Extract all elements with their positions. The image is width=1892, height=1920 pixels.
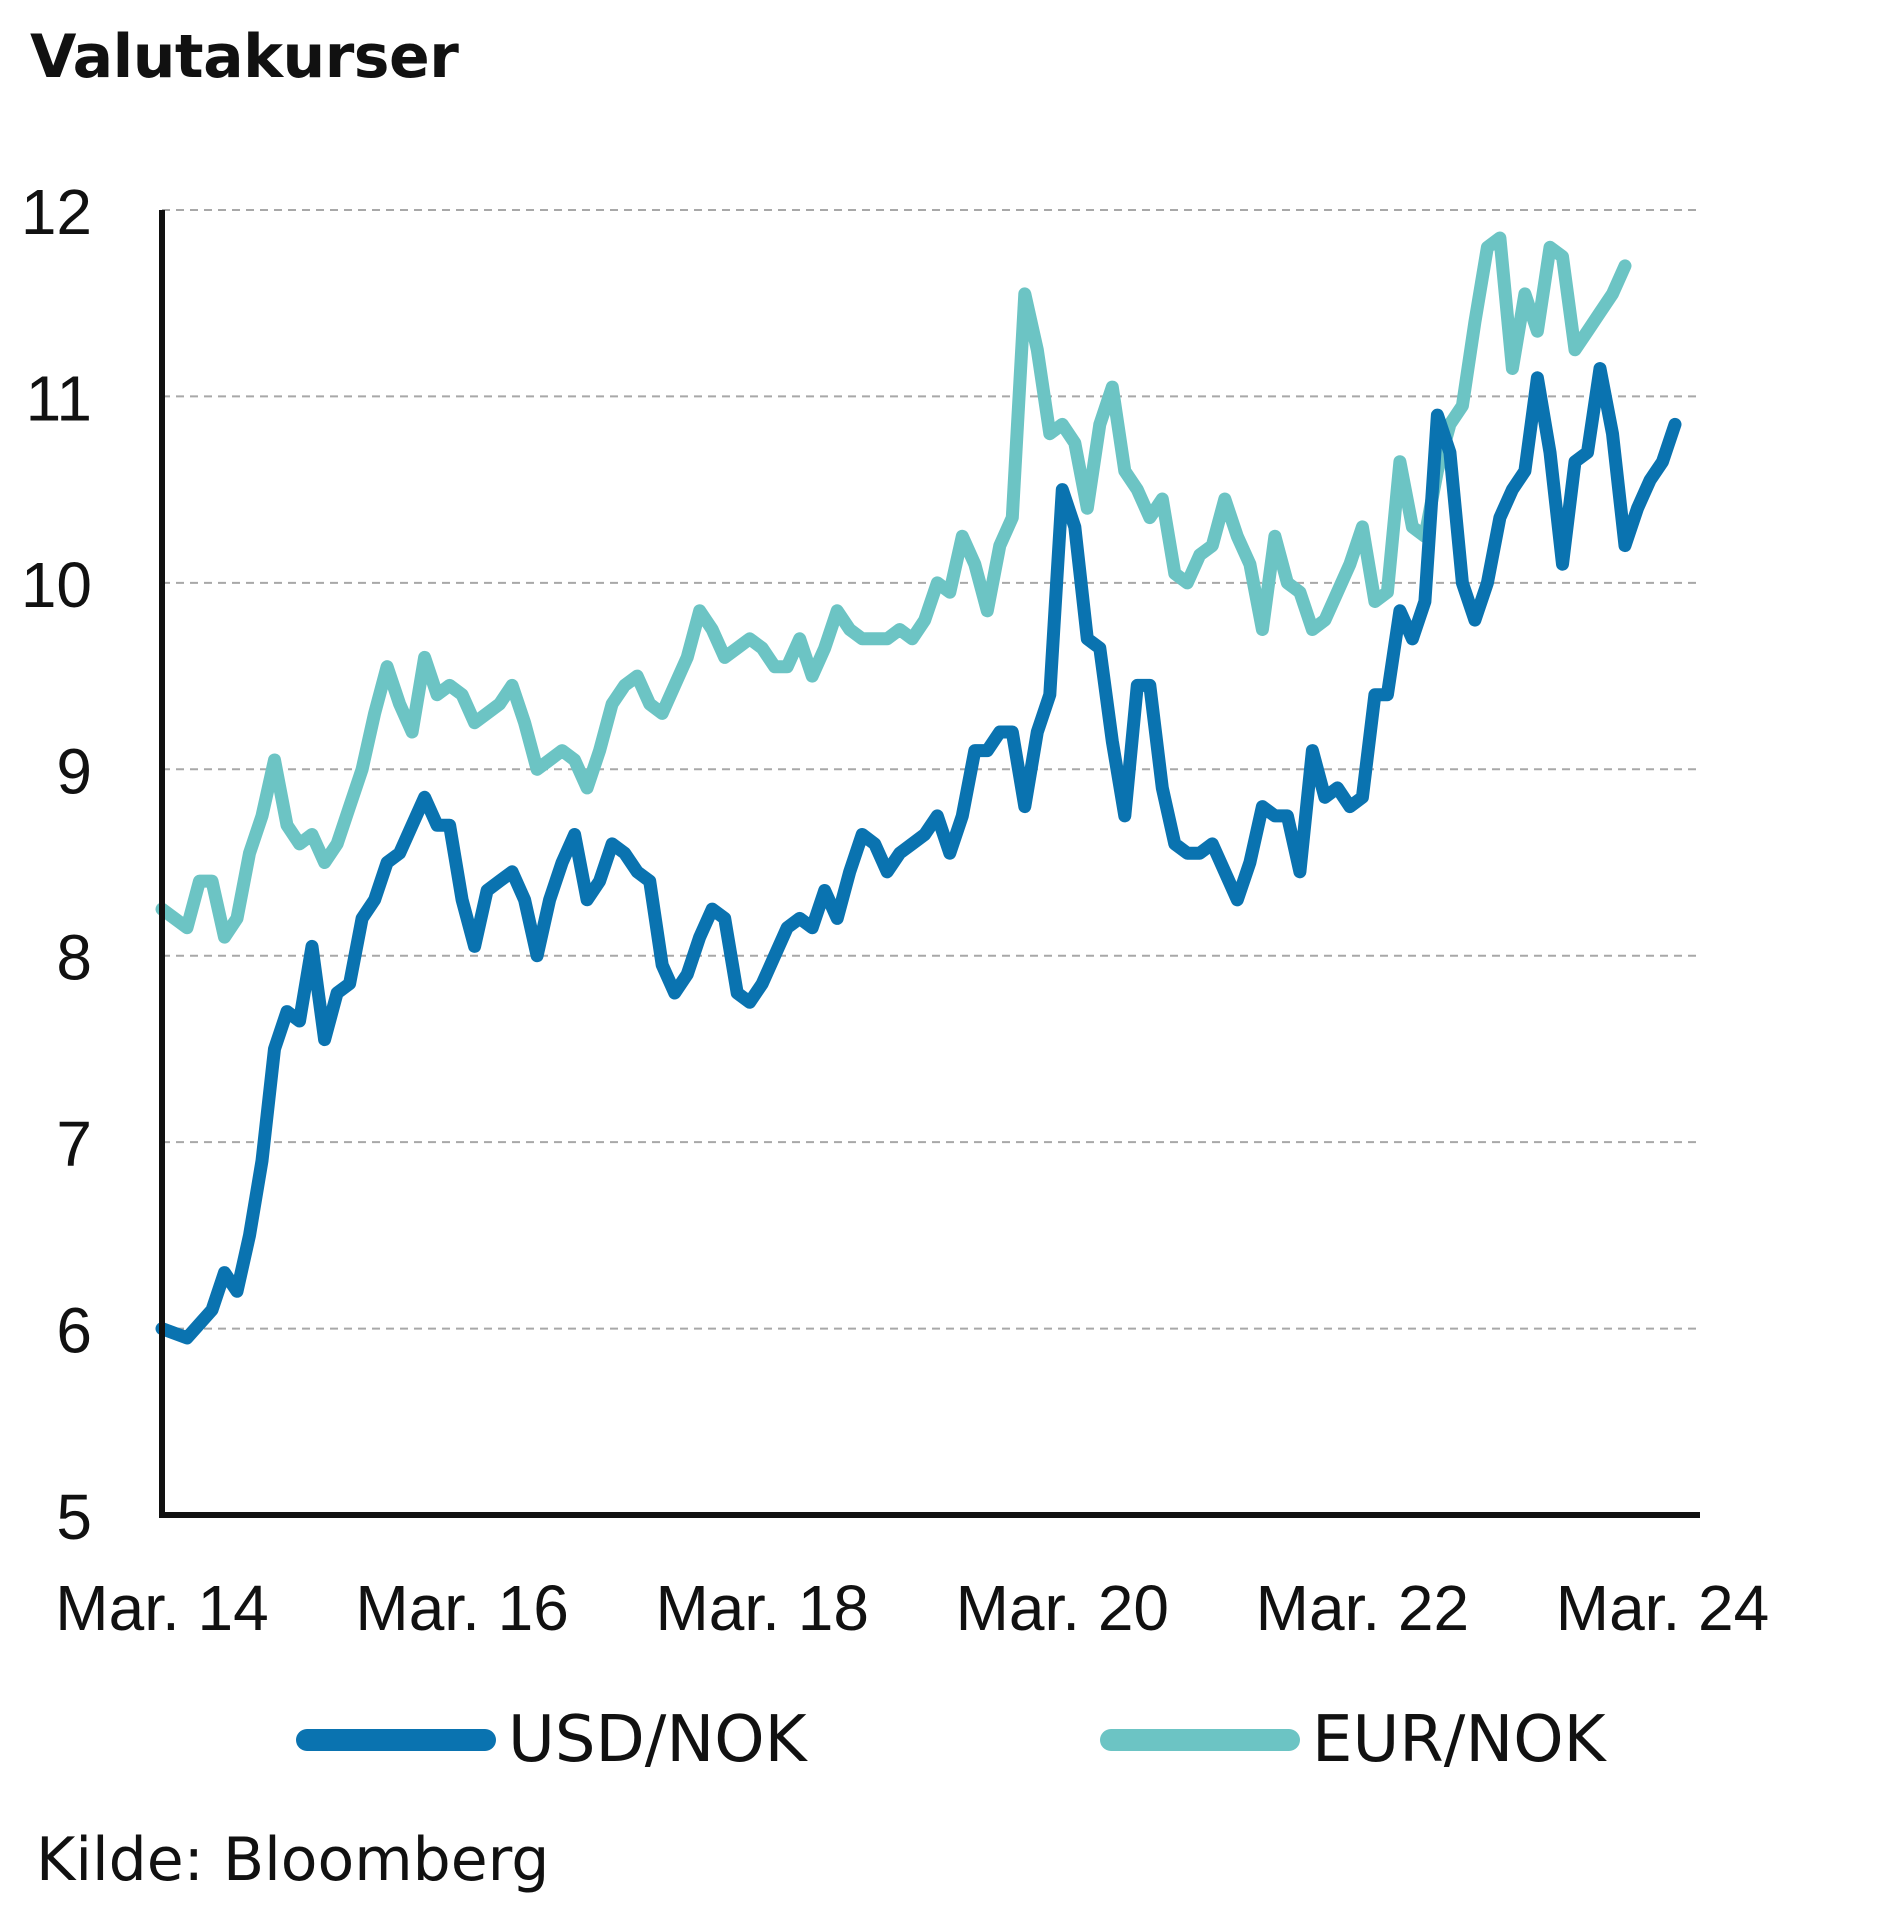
y-tick-label: 6 xyxy=(56,1295,92,1367)
legend-label-eur-nok: EUR/NOK xyxy=(1312,1703,1606,1777)
legend-item-usd-nok: USD/NOK xyxy=(296,1695,807,1785)
axes xyxy=(159,210,1700,1518)
y-tick-labels: 5 6 7 8 9 10 11 12 xyxy=(21,176,92,1553)
x-tick-label: Mar. 16 xyxy=(355,1572,568,1644)
y-tick-label: 11 xyxy=(26,362,92,434)
chart-title: Valutakurser xyxy=(30,22,459,92)
legend-item-eur-nok: EUR/NOK xyxy=(1100,1695,1606,1785)
x-tick-label: Mar. 24 xyxy=(1556,1572,1769,1644)
legend-label-usd-nok: USD/NOK xyxy=(508,1703,807,1777)
y-tick-label: 12 xyxy=(21,176,92,248)
source-note: Kilde: Bloomberg xyxy=(36,1825,550,1895)
y-tick-label: 8 xyxy=(56,922,92,994)
grid-lines xyxy=(162,209,1700,1330)
series-line-usd-nok xyxy=(155,362,1682,1345)
legend: USD/NOK EUR/NOK xyxy=(0,1695,1892,1785)
x-tick-label: Mar. 20 xyxy=(956,1572,1169,1644)
series-line-eur-nok xyxy=(155,231,1632,944)
x-tick-labels: Mar. 14 Mar. 16 Mar. 18 Mar. 20 Mar. 22 Mar. … xyxy=(55,1572,1769,1644)
legend-swatch-usd-nok xyxy=(296,1729,496,1751)
x-tick-label: Mar. 14 xyxy=(55,1572,268,1644)
series-lines xyxy=(155,231,1682,1345)
y-tick-label: 5 xyxy=(56,1481,92,1553)
x-tick-label: Mar. 18 xyxy=(655,1572,868,1644)
y-tick-label: 9 xyxy=(56,735,92,807)
legend-swatch-eur-nok xyxy=(1100,1729,1300,1751)
y-tick-label: 10 xyxy=(21,549,92,621)
x-tick-label: Mar. 22 xyxy=(1256,1572,1469,1644)
y-tick-label: 7 xyxy=(56,1108,92,1180)
